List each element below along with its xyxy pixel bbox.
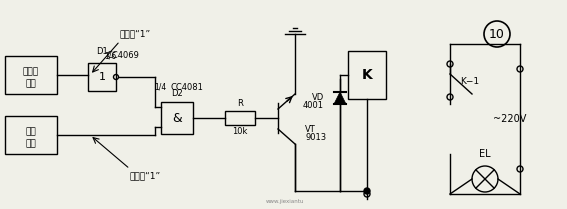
Text: K−1: K−1 (460, 76, 479, 85)
Text: 1/4: 1/4 (154, 83, 166, 92)
Text: 1/6: 1/6 (104, 51, 116, 60)
Text: 检测: 检测 (26, 139, 36, 149)
Text: 10k: 10k (232, 127, 248, 136)
Polygon shape (334, 92, 346, 104)
Bar (5, 56, 57, 94)
Text: &: & (172, 111, 182, 125)
Text: K: K (362, 68, 373, 82)
Text: ~220V: ~220V (493, 114, 527, 124)
Text: EL: EL (479, 149, 491, 159)
Text: CC4069: CC4069 (107, 51, 139, 60)
Text: VT: VT (305, 125, 316, 134)
Circle shape (364, 188, 370, 194)
Text: CC4081: CC4081 (171, 83, 204, 92)
Text: 检测: 检测 (26, 79, 36, 88)
Text: 1: 1 (99, 72, 105, 82)
Bar (161, 102, 193, 134)
Text: D2: D2 (171, 89, 183, 98)
Text: 4001: 4001 (303, 102, 324, 111)
Bar (88, 63, 116, 91)
Text: 环境光: 环境光 (23, 68, 39, 76)
Bar (348, 51, 386, 99)
Text: R: R (237, 98, 243, 107)
Text: www.jiexiantu: www.jiexiantu (266, 199, 304, 204)
Text: D1: D1 (96, 46, 108, 56)
Text: VD: VD (312, 93, 324, 102)
Text: 9013: 9013 (305, 133, 326, 141)
Text: 声音: 声音 (26, 127, 36, 136)
Text: 有声为“1”: 有声为“1” (129, 172, 160, 181)
Bar (5, 116, 57, 154)
Text: 10: 10 (489, 28, 505, 41)
Bar (225, 111, 255, 125)
Text: 有光为“1”: 有光为“1” (120, 29, 151, 38)
